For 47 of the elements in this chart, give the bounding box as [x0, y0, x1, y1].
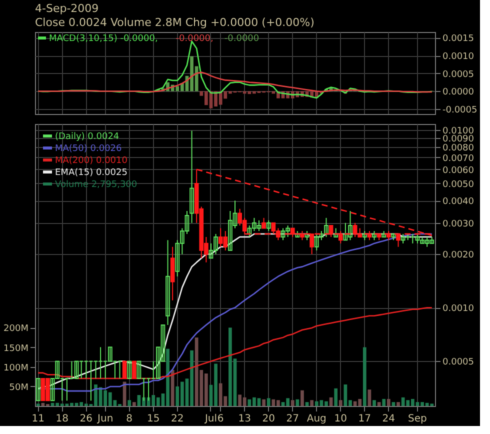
- y-tick-label: 0.0005: [442, 70, 474, 80]
- x-tick-label: 15: [147, 414, 160, 424]
- text: -0.0000: [224, 34, 260, 44]
- y-tick-label: -0.0005: [442, 106, 478, 116]
- x-tick-label: 13: [238, 414, 251, 424]
- y-tick-label: 0.0060: [442, 166, 474, 176]
- y-tick-label: 0.0070: [442, 154, 474, 164]
- x-tick-label: 6: [217, 414, 224, 424]
- chart-subtitle: Close 0.0024 Volume 2.8M Chg +0.0000 (+0.00%): [35, 16, 314, 29]
- y-tick-label: 0.0020: [442, 250, 474, 261]
- x-tick-label: 11: [32, 414, 44, 424]
- y-tick-label: 0.0015: [442, 34, 474, 44]
- x-tick-label: 26: [80, 414, 93, 424]
- legend-label: EMA(15) 0.0025: [55, 168, 128, 178]
- y-tick-label: 0.0005: [442, 358, 474, 368]
- y-tick-label: 0.0040: [442, 197, 474, 208]
- y-tick-label: 0.0010: [442, 304, 474, 314]
- x-tick-label: 18: [56, 414, 68, 424]
- x-tick-label: 20: [262, 414, 275, 424]
- x-tick-label: 22: [171, 414, 184, 424]
- legend-label: Volume 2,795,300: [55, 180, 138, 190]
- y-tick-label: 0.0050: [442, 180, 474, 190]
- legend-label: MA(200) 0.0010: [55, 156, 128, 166]
- y2-tick-label: 200M: [4, 324, 28, 334]
- y-tick-label: 0.0100: [442, 126, 474, 136]
- x-tick-label: Jun: [96, 414, 114, 424]
- y-tick-label: 0.0030: [442, 219, 474, 230]
- x-tick-label: 27: [286, 414, 299, 424]
- x-tick-label: Jul: [204, 414, 218, 424]
- y-tick-label: 0.0090: [442, 134, 474, 145]
- legend-label: MA(50) 0.0026: [55, 144, 122, 154]
- chart-title: 4-Sep-2009: [35, 2, 99, 15]
- y2-tick-label: 50M: [9, 382, 28, 393]
- y-tick-label: 0.0080: [442, 144, 474, 154]
- x-tick-label: Aug: [306, 414, 326, 424]
- legend-label: (Daily) 0.0024: [55, 132, 120, 142]
- y-tick-label: 0.0010: [442, 52, 474, 62]
- x-tick-label: 8: [126, 414, 133, 424]
- y-tick-label: 0.0000: [442, 88, 474, 98]
- text: -0.0000,: [176, 34, 214, 44]
- x-tick-label: Sep: [408, 414, 427, 424]
- x-tick-label: 17: [358, 414, 372, 424]
- y2-tick-label: 150M: [4, 344, 28, 354]
- x-tick-label: 10: [334, 414, 348, 424]
- x-tick-label: 24: [382, 414, 396, 424]
- legend-label: MACD(3,10,15) -0.0000,: [49, 34, 158, 44]
- y2-tick-label: 100M: [4, 363, 28, 374]
